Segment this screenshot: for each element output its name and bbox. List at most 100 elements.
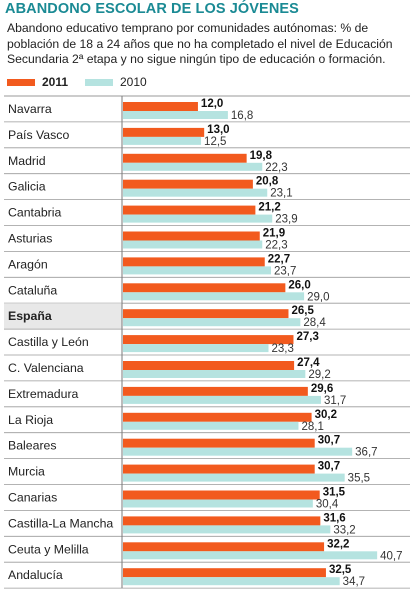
value-label-2011: 30,7 xyxy=(318,435,340,447)
legend-label-2011: 2011 xyxy=(42,75,69,89)
bar-2011 xyxy=(123,309,289,319)
bar-2011 xyxy=(123,127,205,137)
bar-2011 xyxy=(123,516,321,526)
legend-label-2010: 2010 xyxy=(120,75,147,89)
bar-2011 xyxy=(123,490,320,500)
category-label: Extremadura xyxy=(8,387,79,401)
category-label: Castilla y León xyxy=(8,335,89,349)
bar-2011 xyxy=(123,102,198,111)
category-label: Murcia xyxy=(8,465,45,479)
bar-2011 xyxy=(123,438,315,448)
value-label-2010: 23,9 xyxy=(275,214,297,226)
bar-2010 xyxy=(123,292,305,301)
value-label-2010: 35,5 xyxy=(348,473,370,485)
value-label-2010: 31,7 xyxy=(324,395,346,407)
bar-2011 xyxy=(123,386,308,396)
bar-2011 xyxy=(123,231,260,241)
bar-2010 xyxy=(123,136,202,145)
bar-2010 xyxy=(123,499,313,508)
bar-2011 xyxy=(123,464,315,474)
value-label-2010: 16,8 xyxy=(231,110,253,122)
value-label-2011: 32,5 xyxy=(329,564,352,576)
value-label-2010: 22,3 xyxy=(265,240,287,252)
bar-2011 xyxy=(123,257,265,267)
bar-2011 xyxy=(123,153,247,163)
legend-swatch-2010 xyxy=(85,79,113,86)
value-label-2011: 29,6 xyxy=(311,383,333,395)
value-label-2010: 28,4 xyxy=(303,317,326,329)
bar-2010 xyxy=(123,473,345,482)
value-label-2010: 36,7 xyxy=(355,447,377,459)
bar-2010 xyxy=(123,214,273,223)
value-label-2010: 30,4 xyxy=(316,499,339,511)
bar-2011 xyxy=(123,283,286,293)
bar-2011 xyxy=(123,335,294,345)
category-label: La Rioja xyxy=(8,413,53,427)
bar-2010 xyxy=(123,111,228,119)
value-label-2010: 12,5 xyxy=(204,136,226,148)
value-label-2011: 12,0 xyxy=(201,98,223,110)
bar-2010 xyxy=(123,577,340,586)
value-label-2010: 23,1 xyxy=(270,188,292,200)
category-label: País Vasco xyxy=(8,128,69,142)
bar-2010 xyxy=(123,551,378,560)
category-label: Cataluña xyxy=(8,283,57,297)
bar-2010 xyxy=(123,421,299,430)
value-label-2010: 29,2 xyxy=(308,369,330,381)
value-label-2011: 21,9 xyxy=(263,228,285,240)
chart-subtitle: Abandono educativo temprano por comunida… xyxy=(7,21,393,66)
bar-2010 xyxy=(123,447,353,456)
bar-2010 xyxy=(123,188,268,197)
value-label-2011: 20,8 xyxy=(256,176,279,188)
category-label: Cantabria xyxy=(8,206,61,220)
category-label: Castilla-La Mancha xyxy=(8,516,113,530)
bar-2010 xyxy=(123,525,331,534)
bar-2010 xyxy=(123,370,306,378)
value-label-2011: 21,2 xyxy=(258,202,280,214)
category-label: Aragón xyxy=(8,257,48,271)
value-label-2010: 23,7 xyxy=(274,265,296,277)
value-label-2011: 30,7 xyxy=(318,461,340,473)
bar-2011 xyxy=(123,179,253,189)
category-label: C. Valenciana xyxy=(8,361,84,375)
value-label-2010: 23,3 xyxy=(271,343,293,355)
value-label-2011: 27,3 xyxy=(296,331,318,343)
category-label: Galicia xyxy=(8,180,46,194)
category-label: Andalucía xyxy=(8,568,63,582)
value-label-2010: 40,7 xyxy=(380,550,402,562)
chart-title: ABANDONO ESCOLAR DE LOS JÓVENES xyxy=(5,1,299,17)
value-label-2010: 34,7 xyxy=(343,576,365,588)
category-label: Navarra xyxy=(8,102,52,116)
value-label-2011: 19,8 xyxy=(250,150,273,162)
category-label: Asturias xyxy=(8,232,52,246)
bar-2010 xyxy=(123,318,301,327)
bar-2010 xyxy=(123,162,263,171)
category-label: España xyxy=(8,309,52,323)
value-label-2011: 30,2 xyxy=(315,409,337,421)
bar-2011 xyxy=(123,205,256,215)
highlight-row-bg xyxy=(4,303,122,330)
value-label-2011: 13,0 xyxy=(207,124,229,136)
value-label-2010: 22,3 xyxy=(265,162,287,174)
bar-2010 xyxy=(123,344,269,353)
bar-2011 xyxy=(123,542,325,552)
value-label-2010: 28,1 xyxy=(301,421,323,433)
value-label-2011: 26,0 xyxy=(288,279,310,291)
value-label-2010: 33,2 xyxy=(333,524,355,536)
bar-2011 xyxy=(123,361,295,370)
category-label: Baleares xyxy=(8,439,57,453)
value-label-2011: 31,5 xyxy=(323,487,346,499)
value-label-2011: 31,6 xyxy=(323,512,345,524)
bar-2011 xyxy=(123,568,326,578)
value-label-2011: 26,5 xyxy=(291,305,314,317)
category-label: Canarias xyxy=(8,491,57,505)
value-label-2011: 32,2 xyxy=(327,538,349,550)
category-label: Ceuta y Melilla xyxy=(8,542,89,556)
bar-2010 xyxy=(123,395,321,404)
category-label: Madrid xyxy=(8,154,46,168)
bar-2011 xyxy=(123,412,312,422)
bar-2010 xyxy=(123,240,263,249)
value-label-2011: 27,4 xyxy=(297,357,320,369)
value-label-2010: 29,0 xyxy=(307,291,329,303)
bar-2010 xyxy=(123,266,271,275)
